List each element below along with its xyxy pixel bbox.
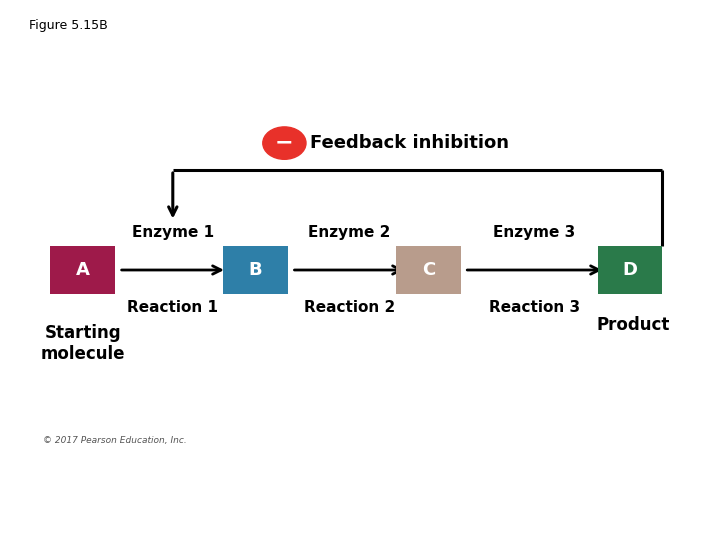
Text: B: B bbox=[249, 261, 262, 279]
Circle shape bbox=[263, 127, 306, 159]
Text: Figure 5.15B: Figure 5.15B bbox=[29, 19, 107, 32]
FancyBboxPatch shape bbox=[598, 246, 662, 294]
Text: Reaction 3: Reaction 3 bbox=[489, 300, 580, 315]
Text: Enzyme 1: Enzyme 1 bbox=[132, 225, 214, 240]
FancyBboxPatch shape bbox=[223, 246, 288, 294]
Text: Reaction 2: Reaction 2 bbox=[304, 300, 395, 315]
Text: Starting
molecule: Starting molecule bbox=[40, 324, 125, 363]
Text: A: A bbox=[76, 261, 90, 279]
Text: Feedback inhibition: Feedback inhibition bbox=[310, 134, 508, 152]
Text: Enzyme 2: Enzyme 2 bbox=[308, 225, 390, 240]
FancyBboxPatch shape bbox=[396, 246, 461, 294]
Text: C: C bbox=[422, 261, 435, 279]
Text: D: D bbox=[623, 261, 637, 279]
Text: Reaction 1: Reaction 1 bbox=[127, 300, 218, 315]
FancyBboxPatch shape bbox=[50, 246, 115, 294]
Text: Product: Product bbox=[597, 316, 670, 334]
Text: −: − bbox=[275, 132, 294, 152]
Text: © 2017 Pearson Education, Inc.: © 2017 Pearson Education, Inc. bbox=[43, 436, 187, 446]
Text: Enzyme 3: Enzyme 3 bbox=[493, 225, 576, 240]
